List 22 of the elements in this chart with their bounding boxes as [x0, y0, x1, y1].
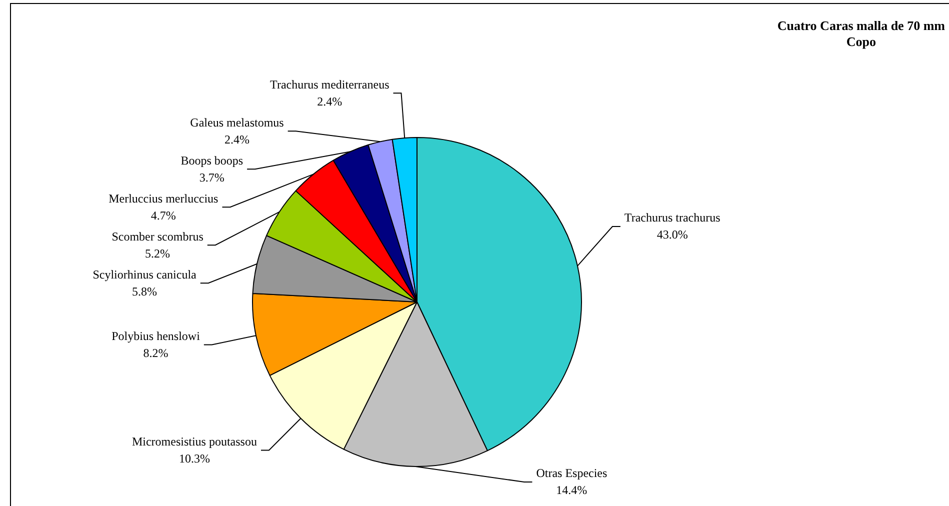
data-label: 5.8%: [132, 284, 158, 298]
slice-label: Trachurus mediterraneus: [270, 77, 390, 92]
data-label: 4.7%: [150, 208, 176, 222]
slice-label: Boops boops: [180, 153, 244, 168]
data-label: 43.0%: [656, 228, 688, 242]
data-label: 14.4%: [556, 483, 588, 498]
text: Copo: [845, 34, 877, 50]
data-label: 2.4%: [224, 132, 250, 146]
data-label: 3.7%: [199, 170, 224, 184]
data-label: 5.2%: [145, 246, 170, 260]
slice-label: Merluccius merluccius: [108, 191, 219, 206]
slice-label: Trachurus trachurus: [624, 210, 721, 225]
data-label: 2.4%: [317, 94, 342, 108]
slice-label: Polybius henslowi: [112, 328, 201, 343]
slice-label: Galeus melastomus: [190, 115, 284, 130]
data-label: 8.2%: [143, 346, 168, 360]
slice-label: Scyliorhinus canicula: [92, 267, 198, 282]
slice-label: Otras Especies: [536, 466, 608, 480]
data-label: 10.3%: [178, 451, 210, 466]
slice-label: Micromesistius poutassou: [132, 434, 257, 448]
slice-label: Scomber scombrus: [112, 229, 204, 244]
text: Cuatro Caras malla de 70 mm: [777, 18, 945, 34]
